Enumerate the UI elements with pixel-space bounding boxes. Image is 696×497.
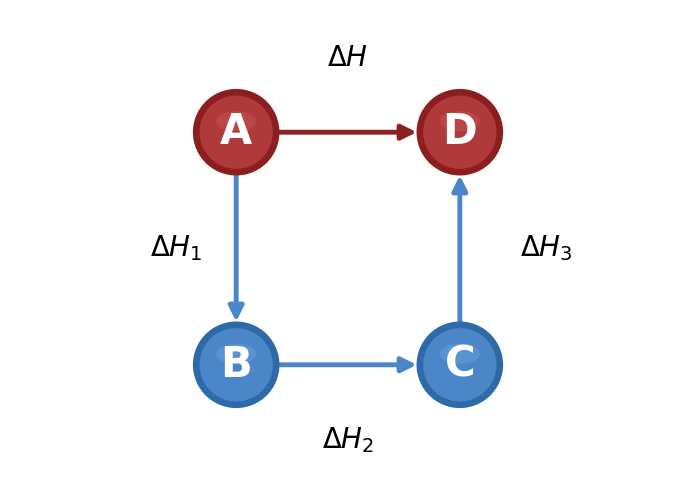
Text: $\Delta H_1$: $\Delta H_1$ — [150, 234, 202, 263]
Ellipse shape — [216, 344, 256, 364]
Ellipse shape — [416, 89, 503, 175]
Ellipse shape — [416, 322, 503, 408]
Ellipse shape — [193, 89, 280, 175]
Text: B: B — [221, 344, 252, 386]
Ellipse shape — [423, 328, 496, 402]
Ellipse shape — [440, 344, 480, 364]
Text: A: A — [220, 111, 252, 153]
Ellipse shape — [423, 95, 496, 169]
Ellipse shape — [193, 322, 280, 408]
Ellipse shape — [216, 111, 256, 131]
Text: D: D — [443, 111, 477, 153]
Ellipse shape — [200, 95, 273, 169]
Text: $\Delta H$: $\Delta H$ — [327, 44, 369, 72]
Ellipse shape — [200, 328, 273, 402]
Text: $\Delta H_3$: $\Delta H_3$ — [520, 234, 573, 263]
Text: $\Delta H_2$: $\Delta H_2$ — [322, 425, 374, 455]
Text: C: C — [445, 344, 475, 386]
Ellipse shape — [440, 111, 480, 131]
